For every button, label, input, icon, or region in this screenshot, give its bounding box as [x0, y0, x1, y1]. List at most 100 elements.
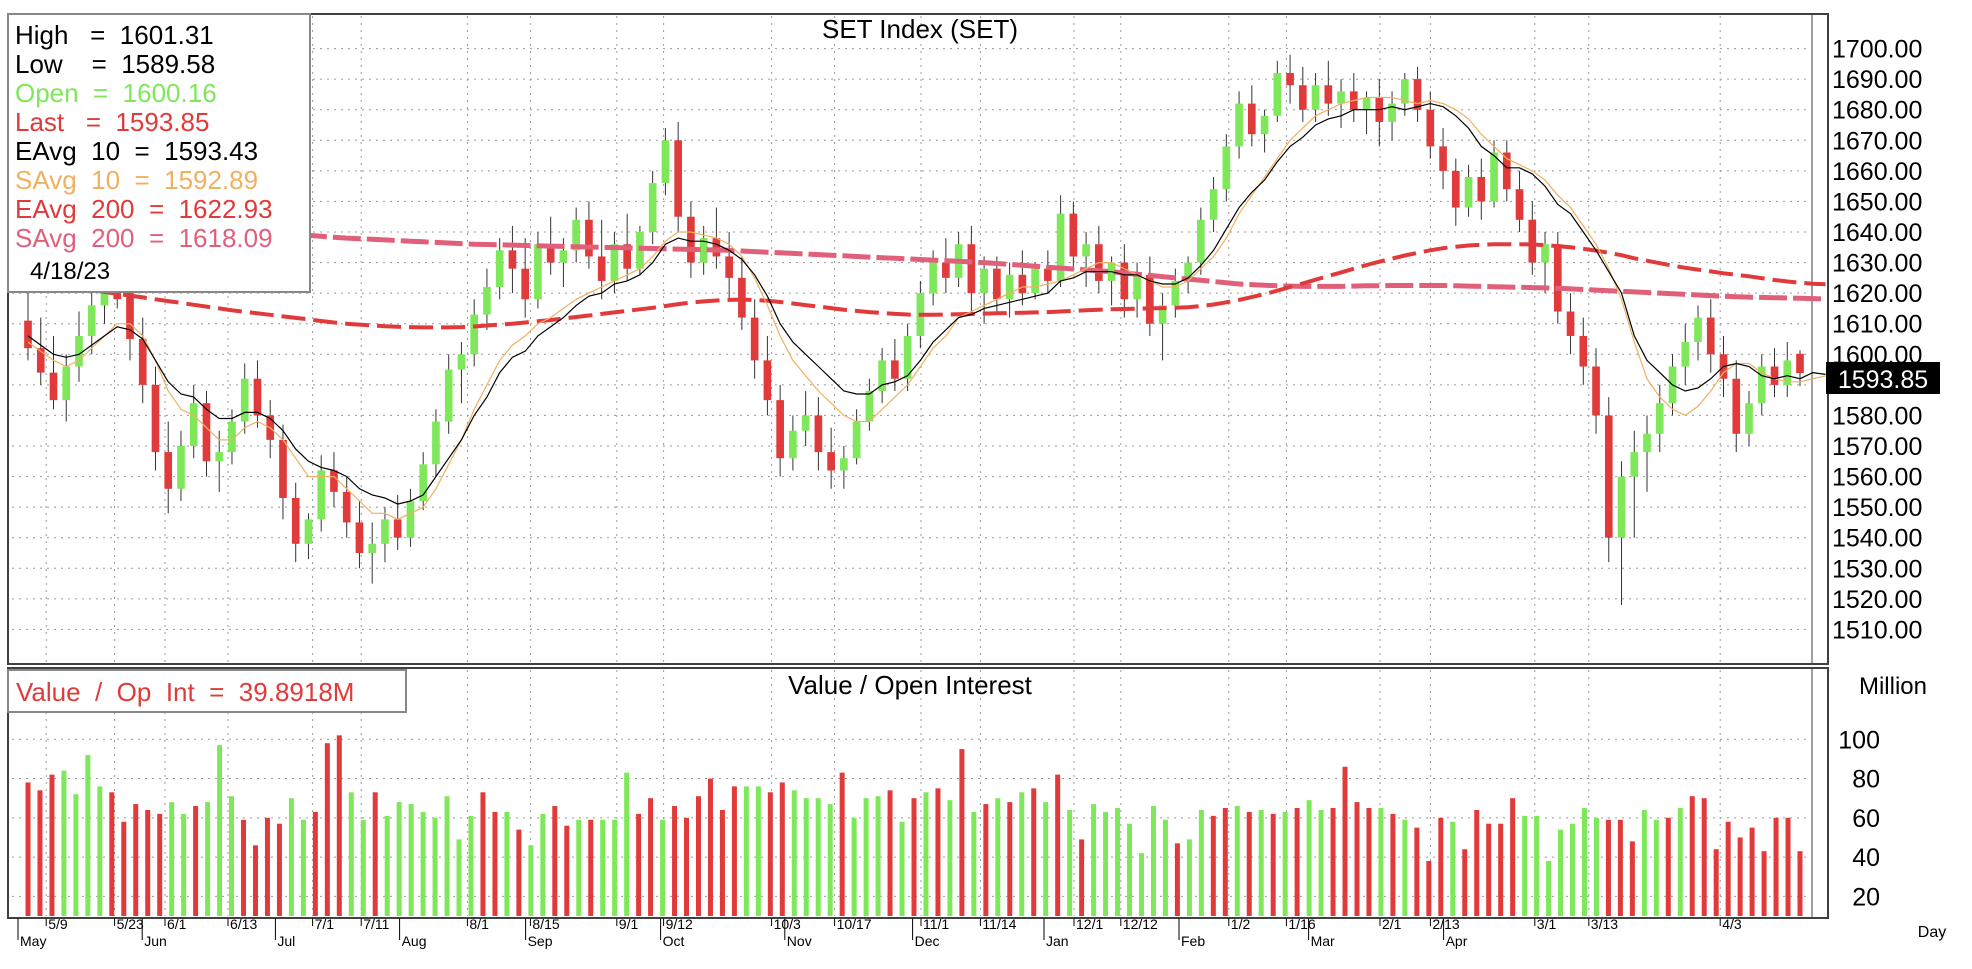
candle — [1286, 54, 1294, 104]
volume-bar — [1354, 802, 1360, 916]
volume-bar — [61, 770, 67, 916]
candle — [521, 238, 530, 318]
candle — [1362, 91, 1371, 135]
volume-bar — [1414, 827, 1420, 916]
volume-bar — [1438, 817, 1444, 916]
volume-bar — [1174, 843, 1180, 916]
volume-bar — [923, 792, 929, 916]
candle-body — [1197, 219, 1205, 263]
candle-body — [62, 366, 71, 401]
last-value-tag: 1593.85 — [1838, 366, 1928, 394]
candle-body — [1502, 152, 1511, 190]
candle-body — [342, 491, 351, 523]
price-tick-label: 1680.00 — [1832, 97, 1922, 125]
price-tick-label: 1520.00 — [1832, 586, 1922, 614]
price-panel-frame — [7, 13, 1829, 665]
candle — [852, 409, 861, 465]
volume-bar — [1342, 766, 1348, 916]
date-tick-label: 2/13 — [1432, 916, 1459, 932]
candle — [419, 452, 428, 511]
volume-bar — [672, 806, 678, 916]
month-label: Mar — [1311, 933, 1335, 949]
candle — [1796, 350, 1804, 387]
eavg10-line — [27, 102, 1826, 505]
candle-body — [36, 348, 45, 373]
candle — [266, 400, 275, 459]
volume-tick-label: 20 — [1852, 883, 1880, 911]
volume-bar — [1737, 837, 1743, 916]
date-tick-label: 3/1 — [1537, 916, 1557, 932]
candle — [381, 507, 389, 563]
date-tick-label: 12/1 — [1076, 916, 1103, 932]
month-label: Sep — [528, 933, 553, 949]
candle — [1502, 140, 1511, 202]
volume-bar — [660, 819, 666, 916]
candle — [1477, 158, 1486, 220]
candle — [1541, 232, 1549, 294]
candle — [878, 348, 886, 404]
candle — [1388, 91, 1396, 141]
volume-bar — [516, 829, 522, 916]
candle — [49, 335, 58, 410]
candle-body — [1770, 366, 1779, 385]
volume-bar — [121, 821, 127, 916]
candle-body — [1222, 146, 1231, 190]
candle — [750, 299, 759, 379]
volume-bar — [241, 819, 247, 916]
month-label: Jul — [277, 933, 295, 949]
candle-body — [1439, 146, 1447, 171]
candle-body — [1171, 280, 1180, 306]
candle-body — [1184, 262, 1192, 281]
date-tick-label: 8/15 — [532, 916, 559, 932]
candle-body — [381, 519, 389, 544]
candle — [801, 390, 810, 446]
candle — [444, 354, 453, 434]
candle — [1528, 201, 1537, 275]
volume-bar — [384, 815, 390, 916]
candle — [75, 311, 83, 382]
candle — [776, 384, 784, 477]
volume-bar — [169, 802, 175, 916]
candle-body — [1553, 244, 1562, 312]
price-tick-label: 1610.00 — [1832, 311, 1922, 339]
candle — [1413, 66, 1422, 122]
legend-open: Open = 1600.16 — [15, 78, 217, 108]
candle — [240, 363, 249, 434]
volume-bar — [1797, 851, 1803, 916]
candle — [648, 170, 657, 245]
date-tick-label: 2/1 — [1382, 916, 1402, 932]
volume-bar — [1127, 823, 1133, 916]
month-label: Jan — [1046, 933, 1069, 949]
candle — [1630, 430, 1639, 538]
price-tick-label: 1570.00 — [1832, 433, 1922, 461]
volume-bar — [1713, 849, 1719, 916]
candle — [177, 430, 185, 502]
candle-body — [1617, 476, 1626, 538]
candle-body — [1388, 103, 1396, 122]
candle-body — [1464, 176, 1473, 208]
volume-bar — [1103, 811, 1109, 916]
candle-body — [393, 519, 402, 538]
volume-bar — [492, 811, 498, 916]
volume-tick-label: 60 — [1852, 805, 1880, 833]
volume-bar — [288, 798, 294, 916]
candle — [1375, 79, 1384, 147]
candle — [763, 335, 772, 416]
eavg200-line — [27, 242, 1826, 330]
candle-body — [1362, 97, 1371, 110]
month-label: Aug — [402, 933, 427, 949]
candle-body — [444, 369, 453, 422]
candle — [1005, 262, 1014, 318]
candle-body — [1694, 317, 1702, 343]
volume-bar — [432, 817, 438, 916]
volume-bar — [851, 817, 857, 916]
volume-bar — [1043, 802, 1049, 916]
candle — [1694, 305, 1702, 361]
candle-body — [929, 262, 937, 294]
volume-bar — [1270, 813, 1276, 916]
candle-body — [1209, 189, 1218, 220]
volume-bar — [1055, 774, 1061, 916]
price-tick-label: 1640.00 — [1832, 219, 1922, 247]
candle — [1400, 73, 1409, 116]
